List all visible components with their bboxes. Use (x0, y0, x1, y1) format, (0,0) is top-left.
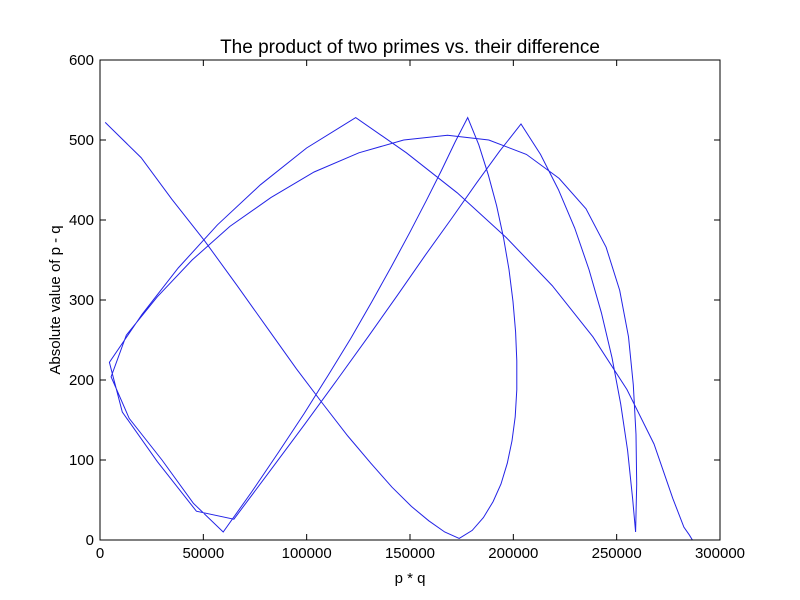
y-tick-label: 500 (69, 132, 94, 149)
chart-title: The product of two primes vs. their diff… (220, 37, 600, 58)
series-line-1 (104, 116, 693, 540)
plot-frame (99, 59, 721, 541)
x-tick-label: 200000 (488, 545, 538, 562)
y-tick-label: 100 (69, 452, 94, 469)
data-layer (104, 116, 693, 540)
x-tick-label: 250000 (592, 545, 642, 562)
x-tick-label: 100000 (282, 545, 332, 562)
x-tick-label: 50000 (182, 545, 224, 562)
y-tick-label: 200 (69, 372, 94, 389)
x-tick-label: 0 (96, 545, 104, 562)
x-tick-label: 300000 (695, 545, 745, 562)
x-axis: 0 50000 100000 150000 200000 250000 300000 (96, 60, 745, 562)
x-tick-label: 150000 (385, 545, 435, 562)
y-axis-title: Absolute value of p - q (47, 225, 64, 374)
y-tick-label: 300 (69, 292, 94, 309)
y-axis: 0 100 200 300 400 500 600 (69, 52, 720, 549)
y-tick-label: 400 (69, 212, 94, 229)
y-tick-label: 600 (69, 52, 94, 69)
y-tick-label: 0 (86, 532, 94, 549)
x-axis-title: p * q (395, 570, 426, 587)
